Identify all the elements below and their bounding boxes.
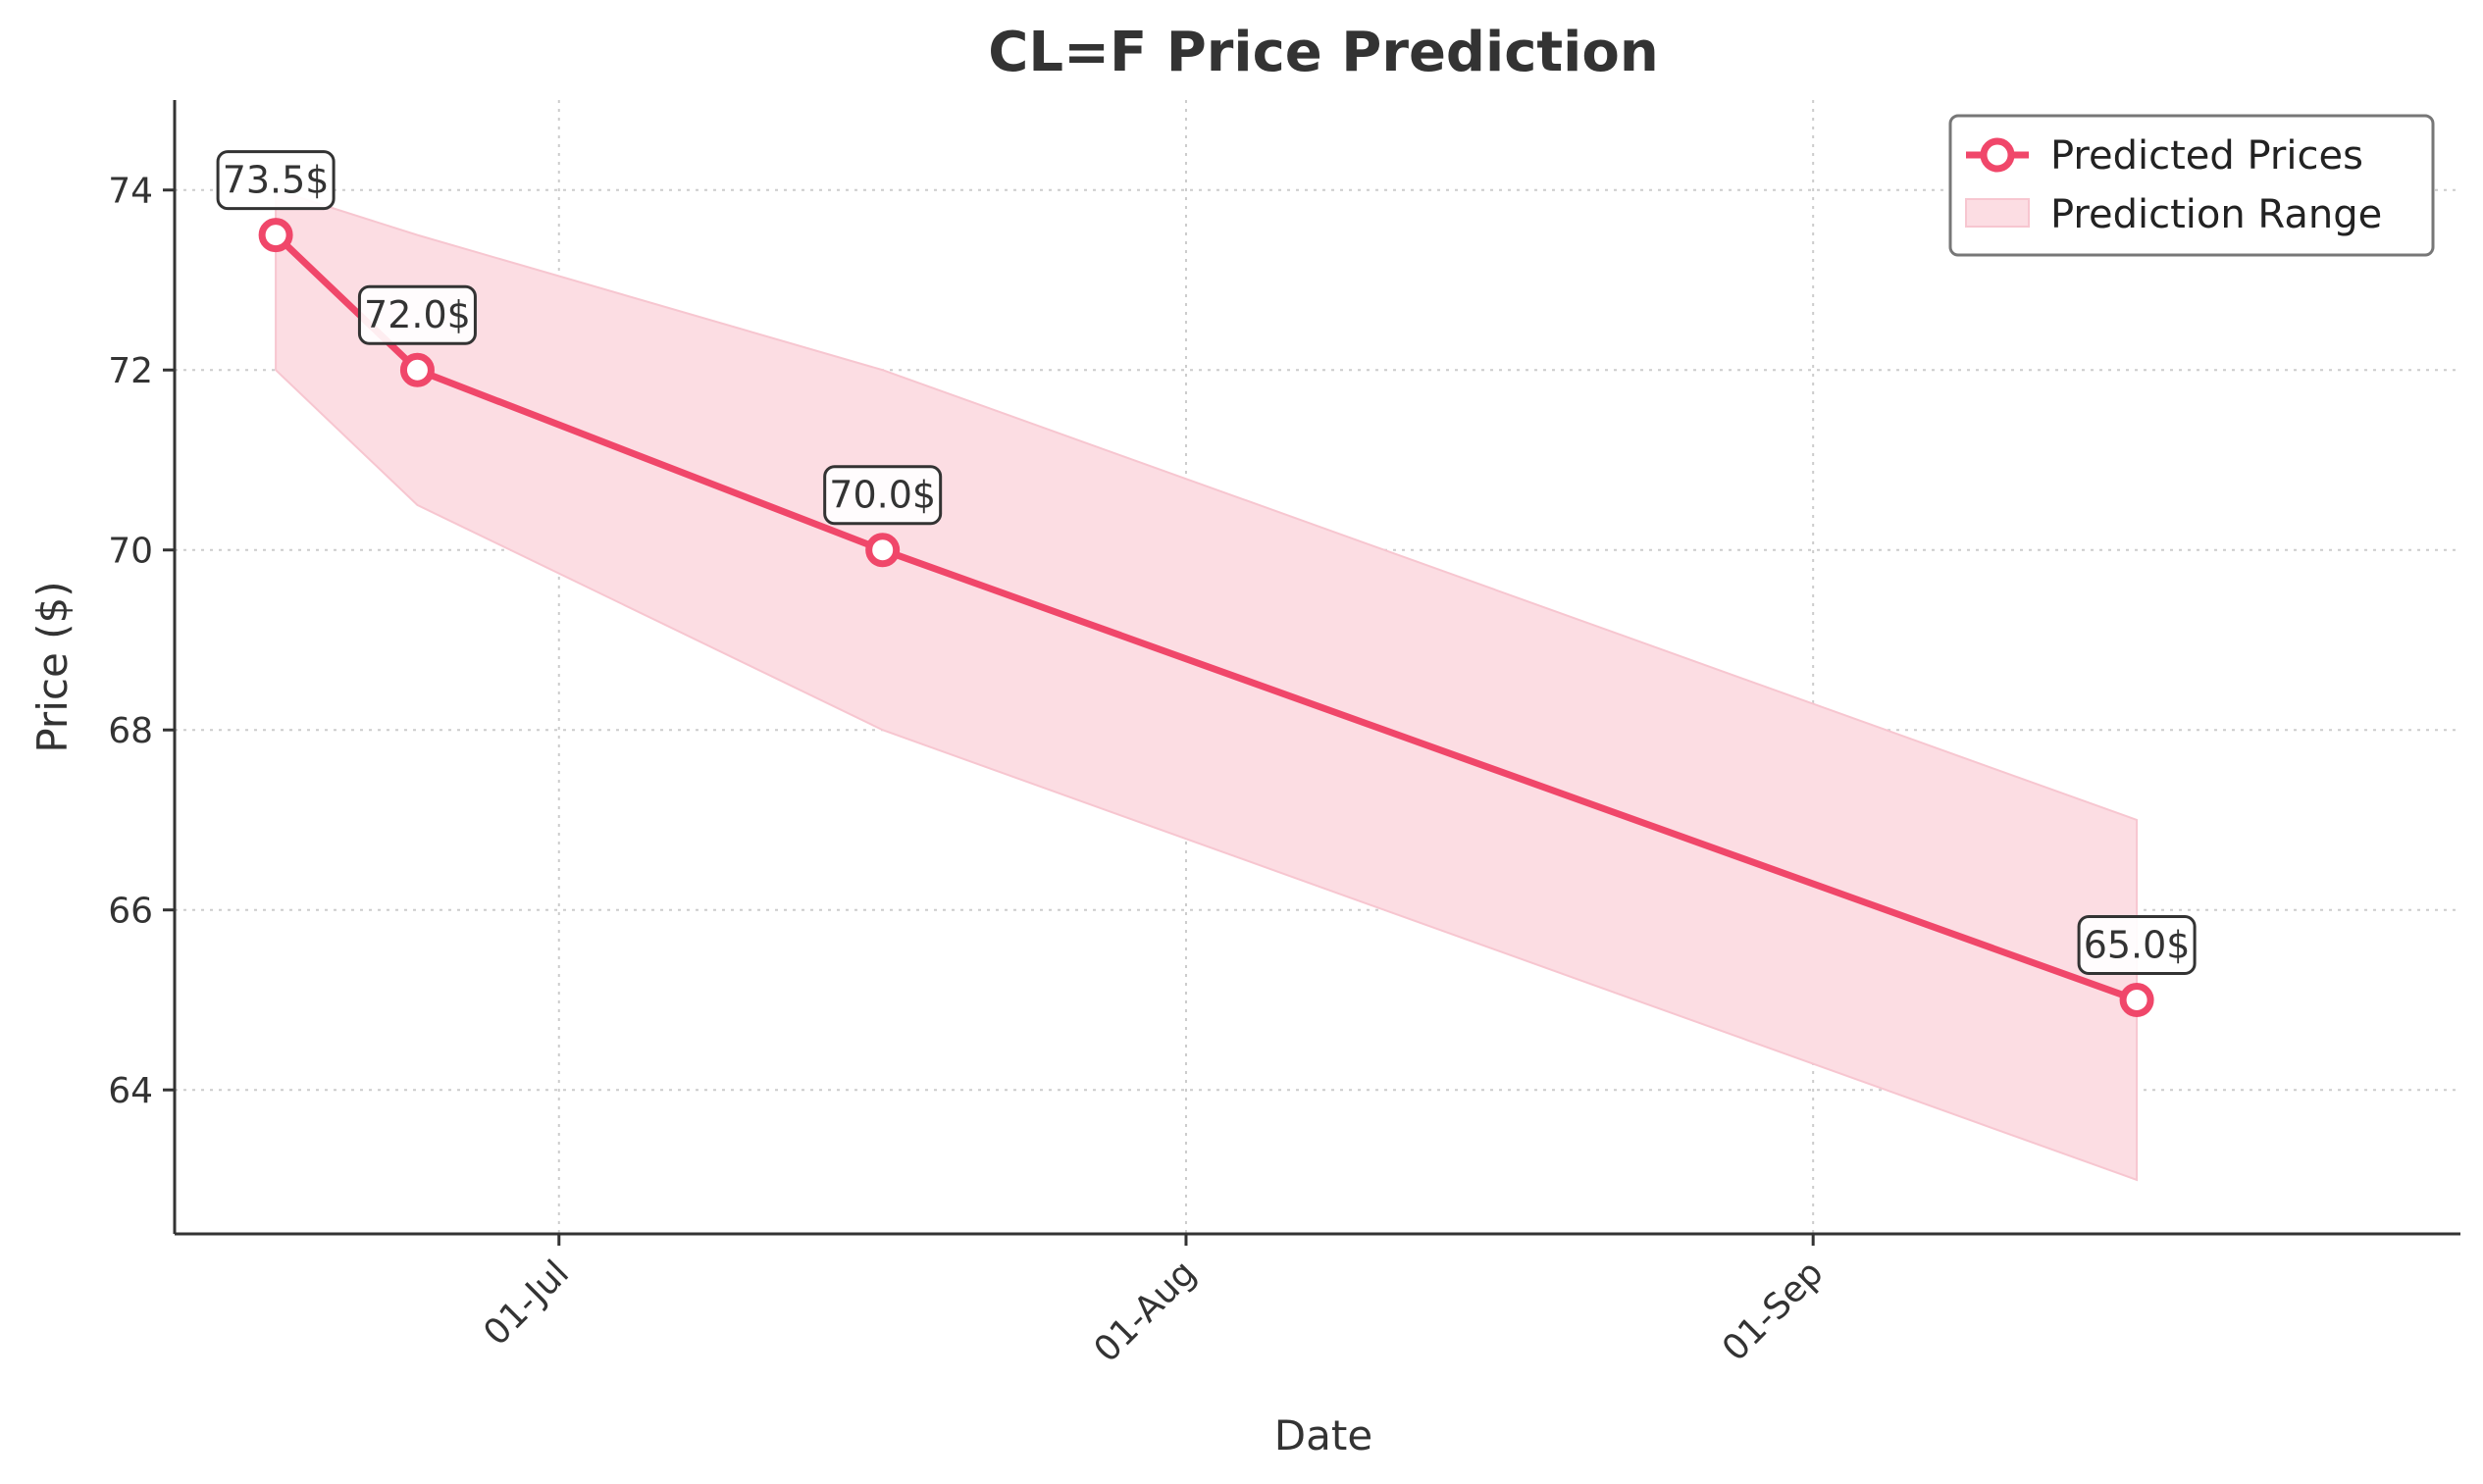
x-tick-label: 01-Aug (1087, 1253, 1205, 1370)
legend: Predicted Prices Prediction Range (1948, 114, 2435, 257)
chart-title: CL=F Price Prediction (988, 21, 1658, 84)
prediction-range-band (275, 188, 2139, 1182)
data-labels: 73.5$ 72.0$ 70.0$ 65.0$ (216, 150, 2197, 975)
data-label-box (2077, 914, 2197, 975)
y-tick-label: 70 (108, 532, 153, 572)
predicted-prices-line (273, 232, 2139, 1003)
data-label: 72.0$ (364, 293, 471, 336)
y-tick-label: 66 (108, 892, 153, 932)
data-label-box (216, 150, 336, 211)
x-tick-label: 01-Sep (1715, 1253, 1832, 1369)
y-tick-label: 68 (108, 711, 153, 751)
data-label-group: 65.0$ (2077, 914, 2197, 975)
y-tick-label: 74 (108, 172, 153, 212)
y-tick-label: 64 (108, 1071, 153, 1111)
legend-label-range: Prediction Range (2050, 192, 2382, 237)
x-tick-label: 01-Jul (476, 1253, 577, 1354)
data-label-group: 72.0$ (357, 284, 477, 345)
data-label-box (357, 284, 477, 345)
data-label-group: 73.5$ (216, 150, 336, 211)
data-label-box (823, 465, 943, 526)
prediction-range-area (275, 188, 2139, 1182)
data-label: 65.0$ (2084, 923, 2191, 966)
legend-box (1948, 114, 2435, 257)
legend-marker-swatch (1980, 137, 2015, 173)
data-label: 73.5$ (223, 159, 330, 202)
data-label-group: 70.0$ (823, 465, 943, 526)
x-axis-label: Date (1274, 1411, 1372, 1459)
predicted-price-marker (399, 352, 435, 387)
predicted-price-marker (258, 218, 293, 253)
legend-band-swatch (1965, 198, 2030, 228)
predicted-prices-series (258, 218, 2154, 1017)
data-label: 70.0$ (829, 474, 936, 517)
legend-label-predicted: Predicted Prices (2050, 133, 2363, 179)
y-axis-label: Price ($) (28, 581, 77, 752)
y-tick-label: 72 (108, 351, 153, 391)
predicted-price-marker (2119, 982, 2154, 1017)
predicted-price-marker (865, 533, 901, 568)
